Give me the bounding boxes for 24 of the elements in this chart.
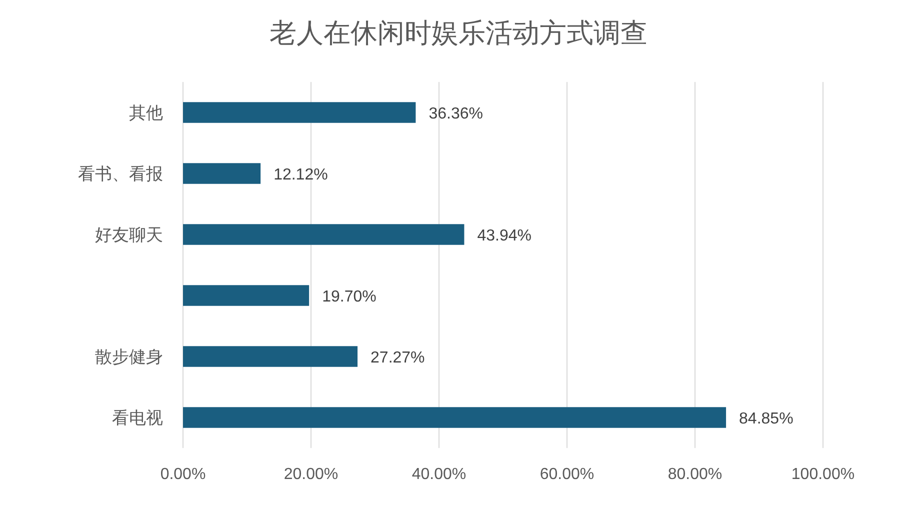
chart-title: 老人在休闲时娱乐活动方式调查 <box>270 18 648 48</box>
bar <box>183 102 416 123</box>
bar <box>183 285 310 306</box>
data-label: 36.36% <box>428 106 483 122</box>
y-tick-label: 看书、看报 <box>78 164 163 184</box>
bar <box>183 407 726 428</box>
x-tick-label: 0.00% <box>160 466 206 483</box>
data-label: 84.85% <box>739 410 794 428</box>
bar <box>183 346 358 367</box>
x-tick-label: 20.00% <box>284 466 338 483</box>
y-tick-label: 好友聊天 <box>95 226 163 244</box>
data-label: 12.12% <box>274 166 328 184</box>
y-tick-label: 其他 <box>129 104 163 122</box>
x-tick-label: 60.00% <box>540 466 594 483</box>
data-label: 43.94% <box>477 228 532 244</box>
x-tick-label: 100.00% <box>791 466 855 483</box>
x-tick-label: 40.00% <box>412 466 466 483</box>
data-label: 27.27% <box>370 350 425 366</box>
bar <box>183 224 464 245</box>
bar <box>183 163 261 184</box>
x-tick-label: 80.00% <box>668 466 722 483</box>
y-tick-label: 看电视 <box>112 408 163 428</box>
data-label: 19.70% <box>322 288 376 306</box>
y-tick-label: 散步健身 <box>95 348 163 366</box>
